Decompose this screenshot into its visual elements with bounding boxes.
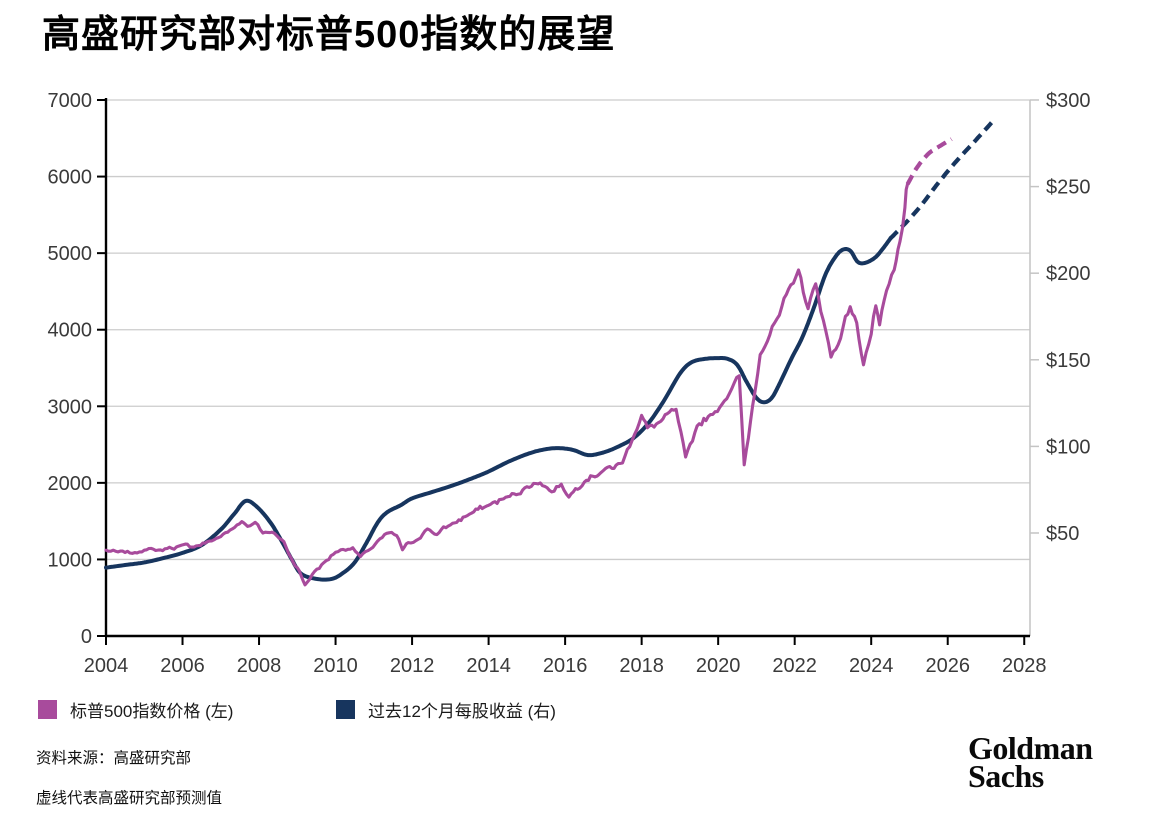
x-axis-tick-label: 2018: [619, 655, 664, 677]
sp500-outlook-chart: 0 1000 2000 3000 4000 5000 6000 7000 $50 $100 $150…: [48, 90, 1091, 677]
right-axis-tick-label: $50: [1046, 523, 1079, 545]
series-price-forecast: [905, 137, 954, 186]
forecast-note: 虚线代表高盛研究部预测值: [36, 790, 223, 807]
x-axis-tick-label: 2008: [237, 655, 282, 677]
legend-item-eps: 过去12个月每股收益 (右): [336, 698, 556, 721]
chart-title: 高盛研究部对标普500指数的展望: [42, 14, 616, 56]
logo-line-1: Goldman: [968, 730, 1093, 766]
right-axis-tick-label: $100: [1046, 436, 1091, 458]
x-axis-tick-label: 2012: [390, 655, 435, 677]
price-series-swatch: [38, 699, 57, 719]
x-axis-tick-label: 2020: [696, 655, 741, 677]
left-axis-tick-label: 4000: [48, 320, 93, 342]
left-axis-tick-label: 5000: [48, 243, 93, 265]
right-axis-tick-label: $150: [1046, 350, 1091, 372]
left-axis-tick-label: 6000: [48, 167, 93, 189]
x-axis-tick-label: 2024: [849, 655, 894, 677]
eps-series-label: 过去12个月每股收益 (右): [368, 701, 556, 721]
right-axis-tick-label: $300: [1046, 90, 1091, 112]
left-axis-tick-label: 7000: [48, 90, 93, 112]
series-eps: [104, 236, 893, 582]
legend-item-price: 标普500指数价格 (左): [38, 698, 234, 721]
series-price: [104, 182, 910, 587]
x-axis-tick-label: 2010: [313, 655, 358, 677]
x-axis-tick-label: 2016: [543, 655, 588, 677]
right-axis-tick-label: $200: [1046, 263, 1091, 285]
left-axis-tick-label: 0: [81, 626, 92, 648]
legend: 标普500指数价格 (左) 过去12个月每股收益 (右): [0, 698, 1150, 722]
left-axis-tick-label: 2000: [48, 473, 93, 495]
x-axis-tick-label: 2026: [925, 655, 970, 677]
logo-line-2: Sachs: [968, 758, 1044, 794]
price-series-label: 标普500指数价格 (左): [70, 701, 234, 721]
goldman-sachs-logo: Goldman Sachs: [968, 730, 1093, 794]
x-axis-tick-label: 2006: [160, 655, 205, 677]
series-eps-forecast: [888, 121, 994, 240]
source-note: 资料来源：高盛研究部: [36, 750, 192, 767]
eps-series-swatch: [336, 699, 355, 719]
right-axis-tick-label: $250: [1046, 177, 1091, 199]
x-axis-tick-label: 2004: [84, 655, 129, 677]
x-axis-tick-label: 2028: [1002, 655, 1047, 677]
left-axis-tick-label: 3000: [48, 396, 93, 418]
left-axis-tick-label: 1000: [48, 549, 93, 571]
x-axis-tick-label: 2014: [466, 655, 511, 677]
x-axis-tick-label: 2022: [772, 655, 817, 677]
